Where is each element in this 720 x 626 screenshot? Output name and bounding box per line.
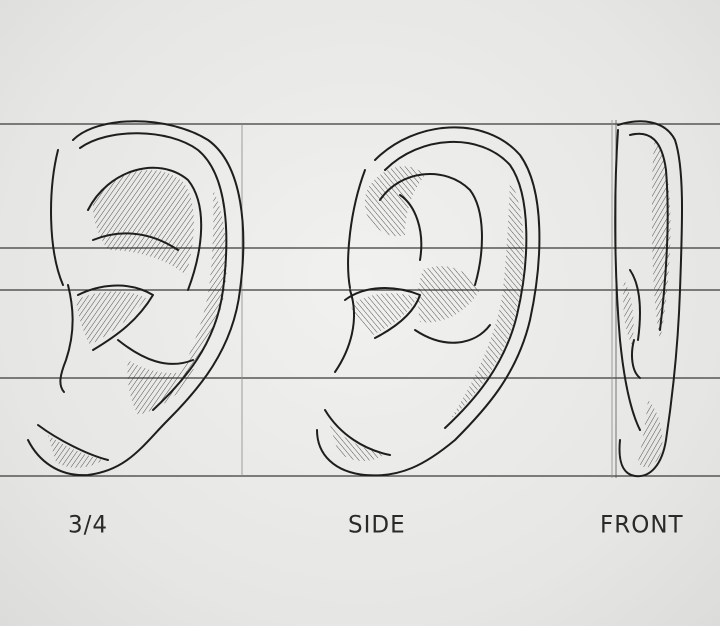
ear-three-quarter-drawing [27,120,245,477]
ear-side-drawing [316,126,541,477]
ear-front-drawing [614,120,684,478]
label-side: SIDE [348,511,406,539]
label-three-quarter: 3/4 [68,511,109,539]
label-front: FRONT [600,511,684,539]
